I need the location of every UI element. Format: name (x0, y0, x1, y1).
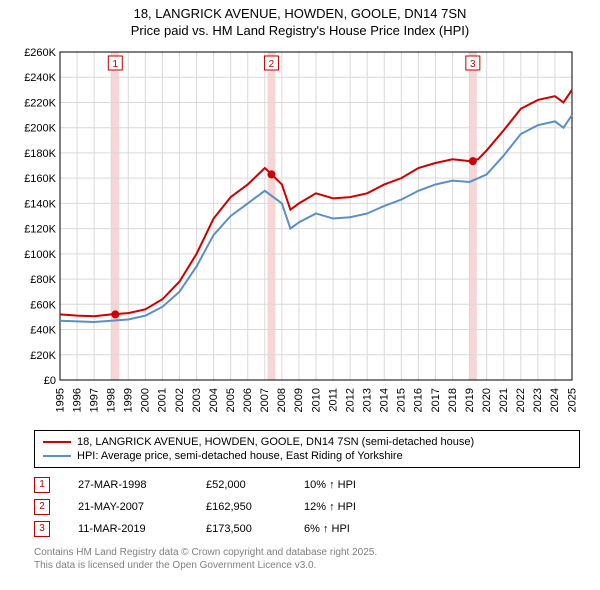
svg-text:£200K: £200K (24, 122, 56, 134)
sale-pct: 10% ↑ HPI (304, 479, 394, 491)
svg-text:2025: 2025 (566, 388, 578, 412)
svg-text:2019: 2019 (464, 388, 476, 412)
svg-text:1999: 1999 (123, 388, 135, 412)
svg-text:2016: 2016 (413, 388, 425, 412)
sale-date: 27-MAR-1998 (78, 479, 178, 491)
chart-container: 18, LANGRICK AVENUE, HOWDEN, GOOLE, DN14… (0, 0, 600, 590)
svg-text:£220K: £220K (24, 97, 56, 109)
sale-marker: 1 (34, 477, 50, 493)
legend-item: 18, LANGRICK AVENUE, HOWDEN, GOOLE, DN14… (43, 435, 571, 449)
svg-text:2013: 2013 (362, 388, 374, 412)
svg-text:2002: 2002 (174, 388, 186, 412)
svg-text:2008: 2008 (276, 388, 288, 412)
svg-text:2005: 2005 (225, 388, 237, 412)
sale-row: 2 21-MAY-2007 £162,950 12% ↑ HPI (34, 496, 580, 518)
svg-text:2021: 2021 (498, 388, 510, 412)
svg-text:2023: 2023 (532, 388, 544, 412)
svg-text:£120K: £120K (24, 223, 56, 235)
legend-label: HPI: Average price, semi-detached house,… (77, 450, 403, 462)
svg-text:3: 3 (470, 59, 476, 70)
legend-label: 18, LANGRICK AVENUE, HOWDEN, GOOLE, DN14… (77, 436, 474, 448)
svg-text:2009: 2009 (293, 388, 305, 412)
sale-marker: 2 (34, 499, 50, 515)
svg-text:2015: 2015 (396, 388, 408, 412)
svg-text:£60K: £60K (30, 299, 56, 311)
svg-text:£100K: £100K (24, 249, 56, 261)
chart-svg: £0 £20K £40K £60K £80K £100K £120K £140K £160K £1… (20, 44, 580, 424)
svg-text:2012: 2012 (344, 388, 356, 412)
sale-price: £162,950 (206, 501, 276, 513)
sale-price: £52,000 (206, 479, 276, 491)
sale-pct: 12% ↑ HPI (304, 501, 394, 513)
sale-row: 1 27-MAR-1998 £52,000 10% ↑ HPI (34, 474, 580, 496)
svg-text:2: 2 (269, 59, 275, 70)
svg-text:£140K: £140K (24, 198, 56, 210)
footer: Contains HM Land Registry data © Crown c… (34, 546, 580, 572)
svg-text:£160K: £160K (24, 173, 56, 185)
svg-text:2004: 2004 (208, 388, 220, 412)
svg-text:£240K: £240K (24, 72, 56, 84)
svg-text:£40K: £40K (30, 324, 56, 336)
sales-table: 1 27-MAR-1998 £52,000 10% ↑ HPI 2 21-MAY-2007… (34, 474, 580, 540)
svg-text:1995: 1995 (54, 388, 66, 412)
footer-line-1: Contains HM Land Registry data © Crown c… (34, 547, 377, 558)
svg-text:1998: 1998 (105, 388, 117, 412)
svg-text:2022: 2022 (515, 388, 527, 412)
footer-line-2: This data is licensed under the Open Gov… (34, 560, 316, 571)
sale-pct: 6% ↑ HPI (304, 523, 394, 535)
title-line-1: 18, LANGRICK AVENUE, HOWDEN, GOOLE, DN14… (134, 6, 467, 21)
svg-text:2017: 2017 (430, 388, 442, 412)
svg-text:£0: £0 (44, 375, 56, 387)
svg-text:1996: 1996 (71, 388, 83, 412)
svg-text:1997: 1997 (88, 388, 100, 412)
svg-text:£180K: £180K (24, 148, 56, 160)
svg-text:2020: 2020 (481, 388, 493, 412)
svg-text:2018: 2018 (447, 388, 459, 412)
svg-text:2001: 2001 (157, 388, 169, 412)
legend-swatch (43, 455, 71, 457)
legend: 18, LANGRICK AVENUE, HOWDEN, GOOLE, DN14… (34, 430, 580, 468)
svg-text:2014: 2014 (379, 388, 391, 412)
sale-marker: 3 (34, 521, 50, 537)
svg-text:£80K: £80K (30, 274, 56, 286)
sale-date: 11-MAR-2019 (78, 523, 178, 535)
sale-date: 21-MAY-2007 (78, 501, 178, 513)
svg-text:1: 1 (113, 59, 119, 70)
sale-price: £173,500 (206, 523, 276, 535)
legend-swatch (43, 441, 71, 443)
title-line-2: Price paid vs. HM Land Registry's House … (131, 23, 469, 38)
svg-text:2007: 2007 (259, 388, 271, 412)
svg-text:2011: 2011 (327, 388, 339, 412)
sale-row: 3 11-MAR-2019 £173,500 6% ↑ HPI (34, 518, 580, 540)
chart-plot: £0 £20K £40K £60K £80K £100K £120K £140K £160K £1… (20, 44, 580, 424)
svg-text:2003: 2003 (191, 388, 203, 412)
svg-text:2024: 2024 (549, 388, 561, 412)
chart-title: 18, LANGRICK AVENUE, HOWDEN, GOOLE, DN14… (0, 0, 600, 40)
svg-text:2000: 2000 (140, 388, 152, 412)
legend-item: HPI: Average price, semi-detached house,… (43, 449, 571, 463)
svg-text:£20K: £20K (30, 350, 56, 362)
svg-text:2010: 2010 (310, 388, 322, 412)
svg-text:2006: 2006 (242, 388, 254, 412)
svg-text:£260K: £260K (24, 47, 56, 59)
